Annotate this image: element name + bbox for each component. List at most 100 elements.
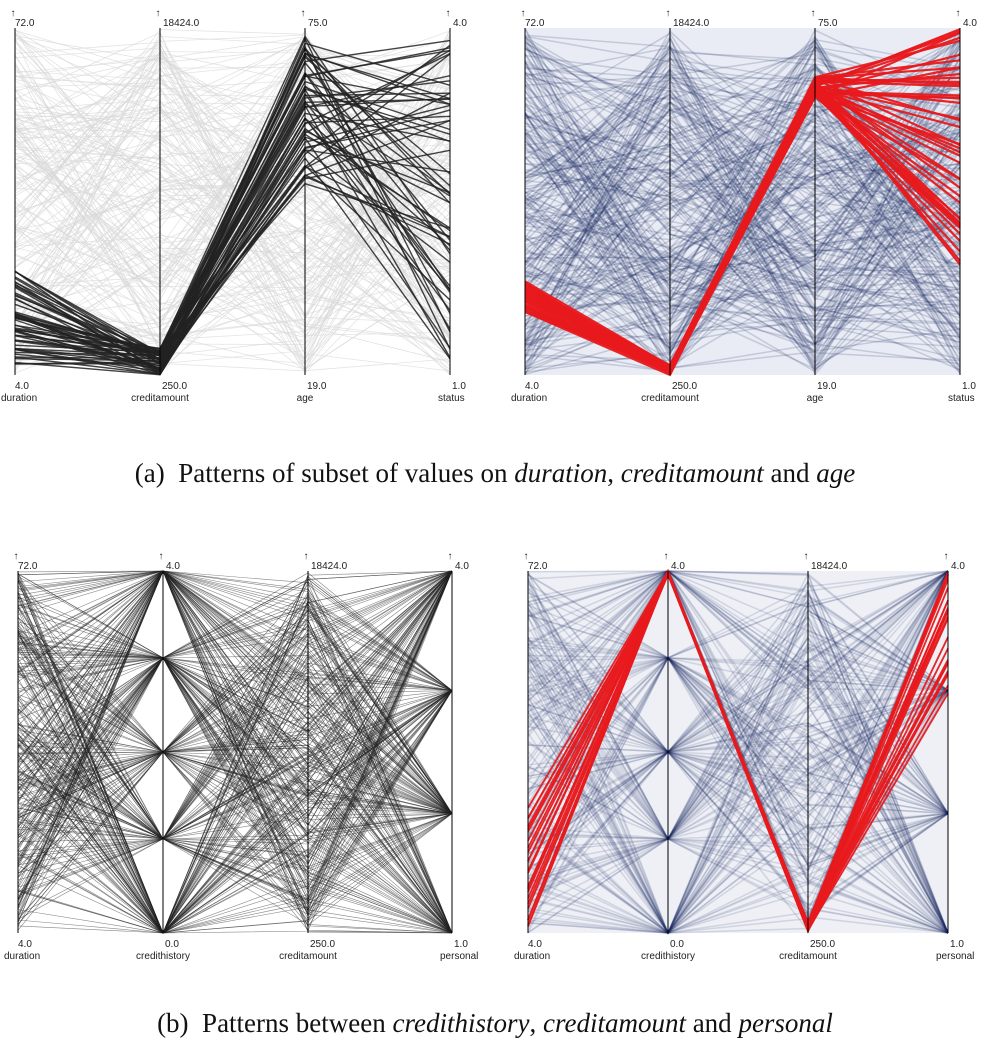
context-line	[524, 114, 961, 365]
context-line	[17, 570, 453, 854]
context-line	[524, 36, 961, 370]
context-line	[17, 576, 453, 934]
context-line	[527, 657, 949, 935]
axis-min-label: 250.0	[310, 939, 335, 950]
context-line	[527, 751, 949, 934]
context-line	[524, 94, 961, 369]
context-line	[14, 29, 451, 353]
context-line	[527, 812, 949, 925]
context-line	[527, 750, 949, 934]
context-line	[17, 855, 453, 934]
context-line	[524, 79, 961, 373]
axis-arrow-icon: ↑	[11, 8, 16, 19]
context-line	[524, 67, 961, 331]
context-line	[524, 136, 961, 288]
context-line	[524, 142, 961, 348]
context-line	[17, 570, 453, 877]
context-line	[527, 689, 949, 935]
context-line	[524, 135, 961, 363]
context-line	[527, 656, 949, 906]
context-line	[14, 54, 451, 133]
context-line	[17, 570, 453, 934]
context-line	[17, 637, 453, 814]
context-line	[527, 570, 949, 934]
context-line	[524, 60, 961, 275]
context-line	[524, 212, 961, 284]
context-line	[524, 84, 961, 318]
context-line	[17, 711, 453, 840]
context-line	[17, 581, 453, 901]
axis-min-label: 19.0	[307, 381, 327, 392]
context-line	[14, 40, 451, 329]
context-line	[524, 33, 961, 359]
context-line	[524, 61, 961, 345]
context-line	[17, 570, 453, 817]
context-line	[527, 614, 949, 934]
context-line	[524, 98, 961, 309]
axis-max-label: 18424.0	[811, 561, 848, 572]
context-line	[14, 55, 451, 285]
context-line	[527, 689, 949, 899]
context-line	[524, 98, 961, 317]
context-line	[14, 108, 451, 292]
context-line	[17, 747, 453, 934]
context-line	[527, 570, 949, 794]
context-line	[524, 131, 961, 289]
context-line	[524, 68, 961, 317]
context-line	[524, 121, 961, 327]
context-line	[17, 681, 453, 888]
context-line	[17, 636, 453, 847]
context-line	[524, 270, 961, 370]
axis-name-label: status	[948, 393, 975, 404]
context-line	[524, 139, 961, 314]
context-line	[527, 594, 949, 931]
context-line	[17, 570, 453, 695]
context-line	[17, 761, 453, 934]
context-line	[527, 570, 949, 839]
context-line	[524, 200, 961, 322]
context-line	[527, 570, 949, 934]
context-line	[527, 812, 949, 934]
context-line	[527, 644, 949, 739]
context-line	[527, 689, 949, 935]
highlight-line	[14, 71, 451, 358]
axis-arrow-icon: ↑	[664, 551, 669, 562]
context-line	[527, 570, 949, 934]
context-line	[527, 656, 949, 934]
context-line	[17, 826, 453, 934]
context-line	[527, 667, 949, 934]
context-line	[524, 115, 961, 331]
context-line	[17, 695, 453, 934]
context-line	[527, 570, 949, 662]
context-line	[524, 85, 961, 327]
context-line	[524, 125, 961, 277]
axis-max-label: 18424.0	[163, 18, 200, 29]
context-line	[17, 657, 453, 879]
context-line	[14, 197, 451, 349]
axis-name-label: duration	[511, 393, 547, 404]
context-line	[17, 750, 453, 852]
context-line	[527, 751, 949, 871]
context-line	[527, 570, 949, 692]
axis-min-label: 250.0	[672, 381, 697, 392]
context-line	[527, 570, 949, 840]
context-line	[17, 690, 453, 934]
highlight-line	[14, 156, 451, 365]
axis-name-label: age	[807, 393, 824, 404]
context-line	[17, 570, 453, 779]
context-line	[527, 570, 949, 909]
axis-max-label: 72.0	[528, 561, 548, 572]
context-line	[524, 113, 961, 335]
context-line	[14, 135, 451, 374]
context-line	[527, 569, 949, 738]
context-line	[524, 56, 961, 357]
context-line	[524, 124, 961, 323]
axis-min-label: 4.0	[18, 939, 32, 950]
context-line	[524, 84, 961, 346]
context-line	[524, 186, 961, 376]
axis-max-label: 4.0	[166, 561, 180, 572]
context-line	[524, 197, 961, 319]
axis-max-label: 18424.0	[311, 561, 348, 572]
context-line	[524, 156, 961, 328]
context-line	[14, 81, 451, 285]
